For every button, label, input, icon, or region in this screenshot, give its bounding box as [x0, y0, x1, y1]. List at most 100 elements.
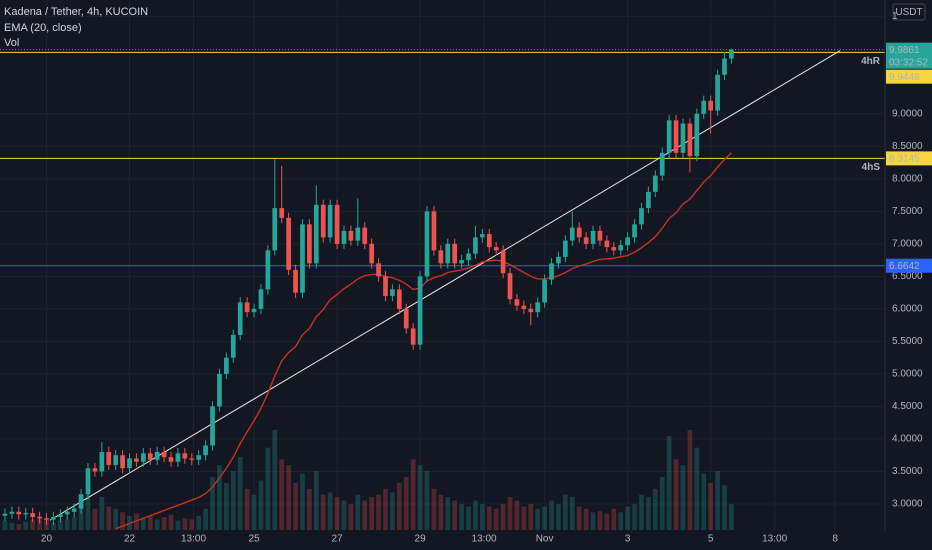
level-tag-box	[886, 69, 932, 84]
level-tag: 9.9448	[889, 72, 920, 83]
volume-bar	[563, 494, 568, 530]
volume-bar	[348, 504, 354, 530]
volume-bar	[327, 492, 333, 530]
candle-body	[341, 230, 347, 244]
candle-body	[71, 508, 77, 512]
volume-bar	[16, 524, 22, 530]
y-tick-label: 5.0000	[892, 369, 923, 380]
volume-bar	[210, 477, 215, 530]
volume-bar	[556, 504, 561, 530]
price-axis: USDT 3.0000 3.5000 4.0000 4.5000 5.0000 5.500…	[884, 0, 932, 530]
grid	[0, 0, 885, 530]
y-tick-label: 8.0000	[892, 173, 923, 184]
volume-bar	[639, 494, 644, 530]
candle-body	[355, 227, 361, 241]
volume-bar	[355, 494, 361, 530]
volume-bar	[168, 514, 174, 530]
volume-bar	[9, 522, 15, 530]
candle-body	[659, 152, 665, 176]
candle-body	[16, 511, 22, 515]
volume-bar	[659, 477, 665, 530]
candle-body	[376, 263, 381, 277]
volume-bar	[687, 430, 693, 530]
candle-body	[445, 243, 451, 264]
volume-bar	[549, 500, 554, 530]
currency-box	[892, 3, 926, 21]
volume-bar	[71, 517, 77, 530]
candle-body	[431, 211, 437, 251]
candle-body	[64, 511, 70, 515]
candle-body	[390, 289, 395, 296]
y-tick-label: 9.0000	[892, 108, 923, 119]
candle-body	[438, 250, 444, 264]
candle-body	[92, 468, 98, 472]
volume-bar	[729, 504, 734, 530]
candle-body	[161, 451, 167, 458]
candle-body	[563, 240, 568, 257]
y-tick-label: 6.0000	[892, 304, 923, 315]
volume-bar	[85, 494, 91, 530]
x-tick-label: 25	[248, 534, 260, 545]
volume-bar	[313, 471, 319, 530]
volume-bar	[646, 497, 651, 530]
volume-bar	[51, 522, 56, 530]
candle-body	[313, 204, 319, 264]
candle-body	[680, 123, 686, 153]
candle-body	[134, 458, 139, 462]
candle-body	[286, 217, 291, 270]
candle-body	[369, 243, 375, 264]
volume-bar	[265, 447, 271, 530]
volume-bar	[113, 508, 119, 530]
price-layer: 4hR 4hS	[0, 48, 885, 530]
volume-bar	[182, 518, 188, 530]
candle-body	[590, 230, 596, 244]
candle-body	[514, 299, 520, 306]
x-tick-label: 22	[124, 534, 136, 545]
volume-bar	[334, 497, 340, 530]
volume-bar	[597, 511, 603, 530]
candle-body	[473, 237, 478, 254]
x-tick-label: 13:00	[762, 534, 787, 545]
volume-bar	[514, 500, 520, 530]
candle-body	[37, 516, 42, 519]
volume-bar	[708, 482, 714, 530]
level-label: 4hR	[861, 56, 881, 67]
candle-body	[708, 100, 714, 111]
volume-layer	[2, 430, 734, 530]
volume-bar	[452, 500, 458, 530]
volume-bar	[2, 520, 8, 530]
volume-bar	[410, 459, 416, 530]
y-tick-label: 4.5000	[892, 401, 923, 412]
chart-title: Kadena / Tether, 4h, KUCOIN	[4, 6, 148, 18]
volume-bar	[403, 477, 409, 530]
x-tick-label: 13:00	[472, 534, 497, 545]
volume-bar	[583, 508, 589, 530]
volume-bar	[251, 494, 257, 530]
volume-bar	[369, 497, 375, 530]
volume-bar	[230, 471, 236, 530]
candle-body	[327, 204, 333, 238]
volume-bar	[320, 494, 326, 530]
volume-bar	[466, 506, 471, 530]
x-tick-label: 13:00	[181, 534, 206, 545]
candle-body	[556, 256, 561, 264]
candle-body	[403, 308, 409, 329]
candle-body	[639, 208, 644, 225]
candle-body	[528, 308, 534, 313]
volume-bar	[106, 506, 112, 530]
candle-body	[127, 458, 132, 469]
volume-bar	[140, 518, 146, 530]
candle-body	[576, 227, 582, 238]
volume-bar	[30, 519, 36, 530]
candle-body	[189, 458, 195, 460]
candle-body	[424, 211, 430, 277]
candle-body	[486, 234, 492, 248]
last-price-tag-box	[886, 42, 932, 69]
candle-body	[120, 455, 125, 469]
candle-body	[507, 273, 513, 300]
volume-bar	[376, 494, 381, 530]
candle-body	[23, 513, 29, 515]
candle-body	[604, 240, 610, 248]
candle-body	[569, 227, 575, 241]
